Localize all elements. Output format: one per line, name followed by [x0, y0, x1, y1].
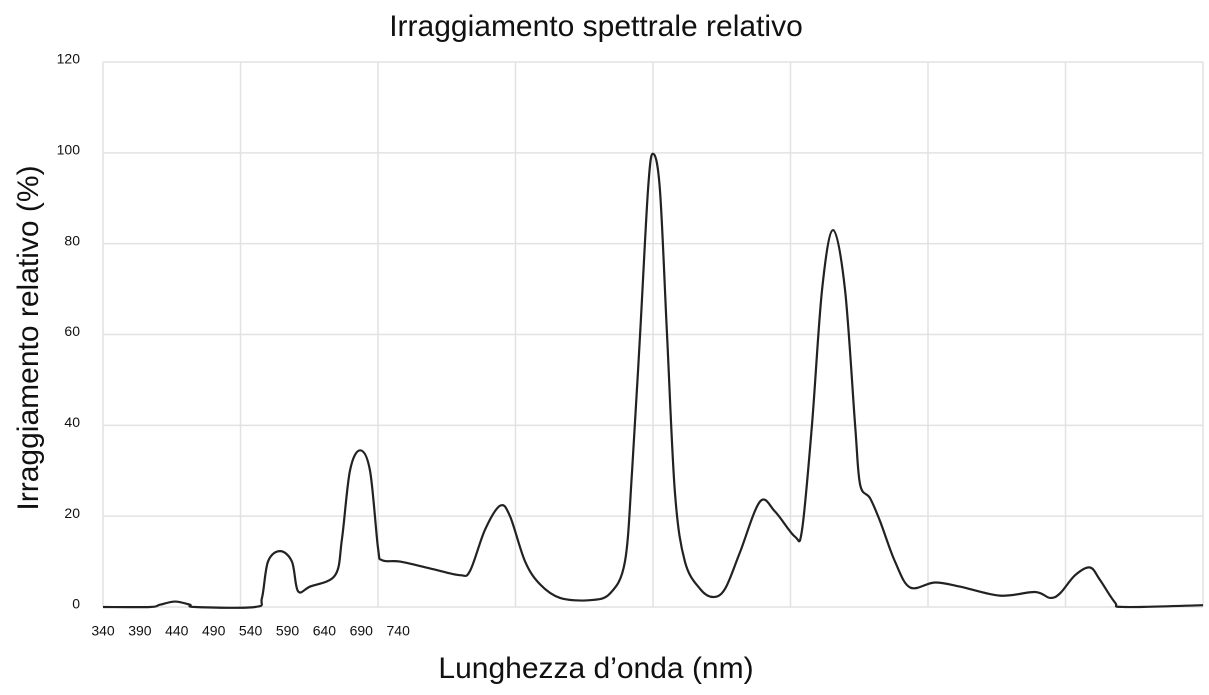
x-tick-label: 540 — [239, 623, 263, 639]
y-tick-label: 20 — [64, 505, 80, 521]
x-tick-label: 740 — [387, 623, 411, 639]
line-series — [102, 152, 1204, 609]
x-tick-label: 390 — [128, 623, 152, 639]
x-axis-label: Lunghezza d’onda (nm) — [438, 652, 753, 685]
y-tick-label: 0 — [72, 596, 80, 612]
x-tick-label: 590 — [276, 623, 300, 639]
chart-title: Irraggiamento spettrale relativo — [389, 10, 803, 43]
y-tick-label: 60 — [64, 323, 80, 339]
y-axis-label: Irraggiamento relativo (%) — [12, 165, 45, 510]
x-tick-label: 340 — [91, 623, 115, 639]
y-tick-label: 80 — [64, 232, 80, 248]
x-tick-label: 440 — [165, 623, 189, 639]
x-tick-label: 640 — [313, 623, 337, 639]
x-tick-label: 690 — [350, 623, 374, 639]
y-tick-label: 120 — [57, 51, 81, 67]
y-tick-label: 40 — [64, 414, 80, 430]
x-tick-label: 490 — [202, 623, 226, 639]
y-tick-label: 100 — [57, 142, 81, 158]
